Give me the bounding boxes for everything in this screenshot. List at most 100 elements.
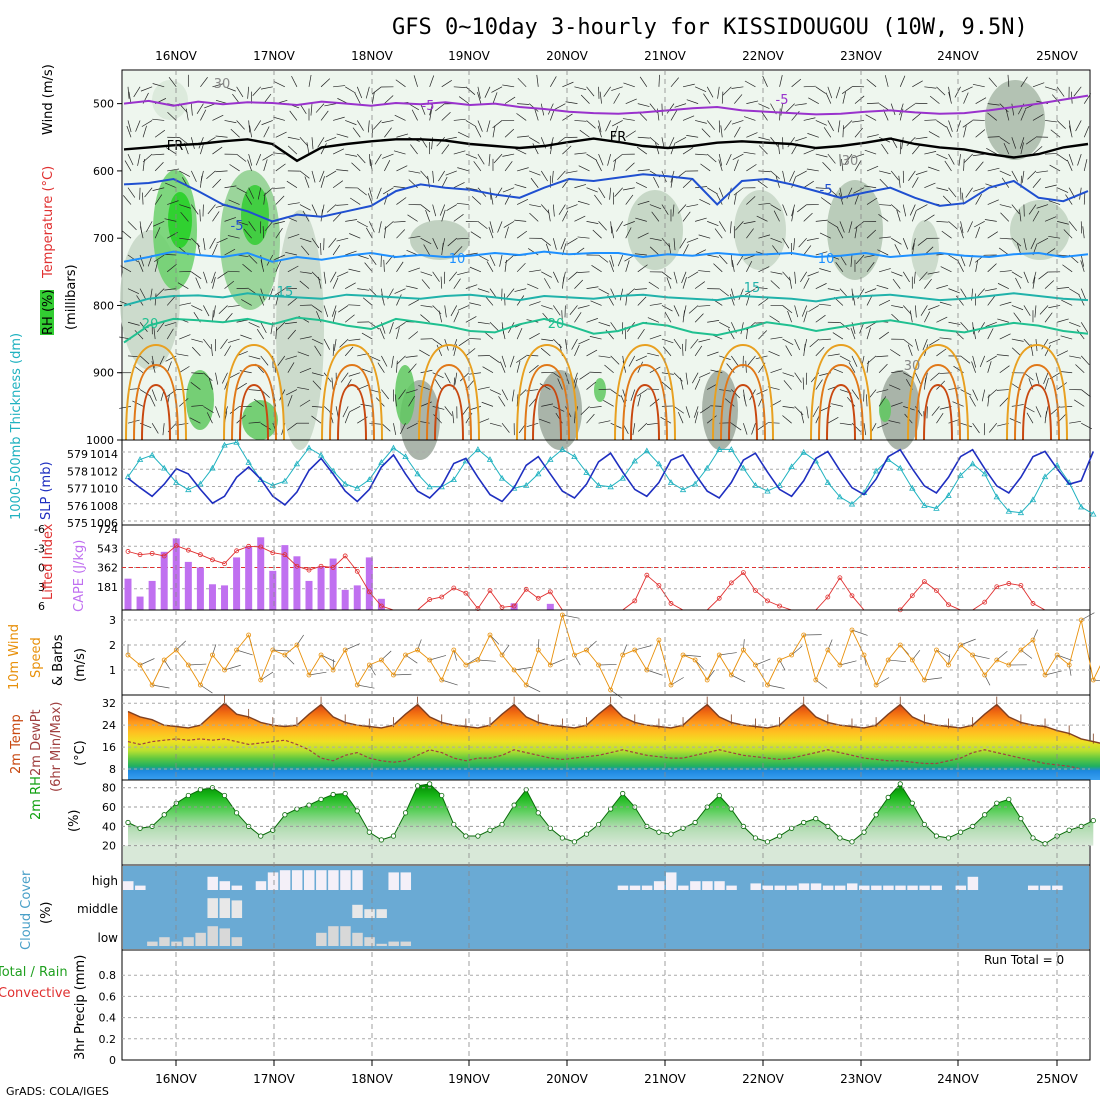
wind-barb: [274, 288, 286, 296]
wind-barb: [999, 333, 1011, 340]
wind-barb: [878, 103, 890, 111]
wind-barb: [371, 86, 382, 95]
wind-barb: [191, 404, 204, 407]
wind-barb: [212, 146, 223, 155]
wind-barb: [680, 377, 684, 390]
wind-barb: [975, 193, 982, 205]
wind-barb: [164, 254, 177, 256]
wind-barb: [1082, 226, 1085, 239]
wind-speed-point: [994, 657, 1000, 663]
warm-isotherm: [133, 363, 179, 441]
wind-barb: [441, 144, 450, 155]
wind-barb: [529, 301, 541, 306]
wind-barb: [899, 75, 906, 87]
wind-barb: [586, 153, 597, 161]
wind-barb: [286, 389, 298, 396]
cloud-bar-high: [641, 885, 653, 890]
wind-barb: [354, 92, 361, 104]
wind-barb: [504, 128, 515, 138]
wind-barb: [1032, 146, 1043, 155]
wind-barb: [489, 254, 496, 267]
wind-barb: [948, 254, 959, 262]
li-point: [342, 553, 348, 559]
wind-barb: [549, 109, 555, 121]
wind-barb: [825, 92, 832, 104]
wind-barb: [232, 93, 240, 104]
wind-barb: [637, 422, 648, 432]
wind-barb: [842, 91, 846, 104]
wind-barb: [320, 143, 327, 155]
rh-area: [128, 783, 1094, 846]
warm-isotherm: [915, 363, 961, 441]
rh-region: [152, 80, 188, 120]
wind-barb: [560, 238, 566, 250]
wind-barb: [185, 108, 189, 121]
warm-isotherm: [141, 383, 171, 441]
wind-barb: [382, 153, 394, 159]
wind-barb: [890, 170, 899, 181]
wind-barb: [770, 280, 780, 289]
date-label-top: 24NOV: [937, 49, 979, 63]
wind-speed-point: [885, 657, 891, 663]
wind-barb: [851, 389, 860, 400]
wind-barb: [693, 406, 699, 418]
wind-barb: [673, 406, 685, 414]
y-tick-label: 1000: [86, 434, 114, 447]
wind-barb: [791, 204, 795, 217]
cape-bar: [208, 584, 216, 610]
wind-barb: [275, 195, 285, 205]
wind-barb: [1044, 216, 1057, 222]
rh-point: [233, 810, 240, 816]
y-tick-label: -3: [34, 542, 45, 555]
rh-point: [463, 833, 469, 839]
li-point: [475, 606, 481, 611]
wind-barb: [299, 280, 310, 289]
wind-barb: [516, 327, 523, 340]
wind-barb: [884, 75, 889, 87]
wind-barb: [1032, 178, 1041, 188]
wind-barb: [625, 162, 635, 172]
date-label-top: 18NOV: [351, 49, 393, 63]
wind-barb: [854, 95, 865, 104]
cloud-bar-middle: [364, 909, 375, 918]
wind-barb: [803, 310, 808, 323]
wind-barb: [236, 120, 245, 130]
wind-barb: [649, 334, 662, 340]
li-point: [294, 563, 300, 569]
wind-speed-point: [765, 682, 770, 688]
wind-barb: [878, 214, 889, 222]
wind-speed-point: [547, 662, 553, 668]
wind-barb: [686, 99, 699, 104]
wind-barb: [718, 187, 725, 199]
wind-barb: [577, 200, 590, 205]
wind-speed-point: [668, 682, 674, 688]
wind-barb: [894, 244, 901, 256]
wind-barb: [878, 299, 891, 306]
y-axis-label-cloud: Cloud Cover: [19, 870, 34, 950]
wind-barb: [350, 197, 361, 205]
wind-barb: [432, 170, 435, 183]
wind-barb: [891, 305, 904, 309]
wind-barb: [229, 164, 240, 172]
wind-barb: [740, 322, 744, 335]
wind-barb: [707, 254, 720, 258]
wind-barb: [529, 269, 542, 273]
wind-barb: [819, 232, 831, 239]
cloud-bar-high: [810, 883, 822, 890]
wind-barb: [975, 259, 979, 272]
wind-barb: [154, 254, 165, 263]
wind-barb: [837, 227, 844, 239]
wind-barb: [224, 312, 233, 323]
wind-speed-point: [873, 682, 879, 688]
wind-speed-point: [620, 652, 626, 658]
wind-barb: [703, 93, 711, 104]
thickness-point: [824, 479, 832, 485]
wind-barb: [127, 86, 130, 99]
wind-barb: [936, 348, 947, 357]
wind-barb: [209, 238, 216, 249]
wind-barb: [839, 422, 852, 426]
wind-barb: [320, 78, 331, 88]
wind-barb: [803, 149, 815, 155]
cloud-bar-high: [883, 885, 894, 890]
wind-barb: [864, 185, 877, 189]
